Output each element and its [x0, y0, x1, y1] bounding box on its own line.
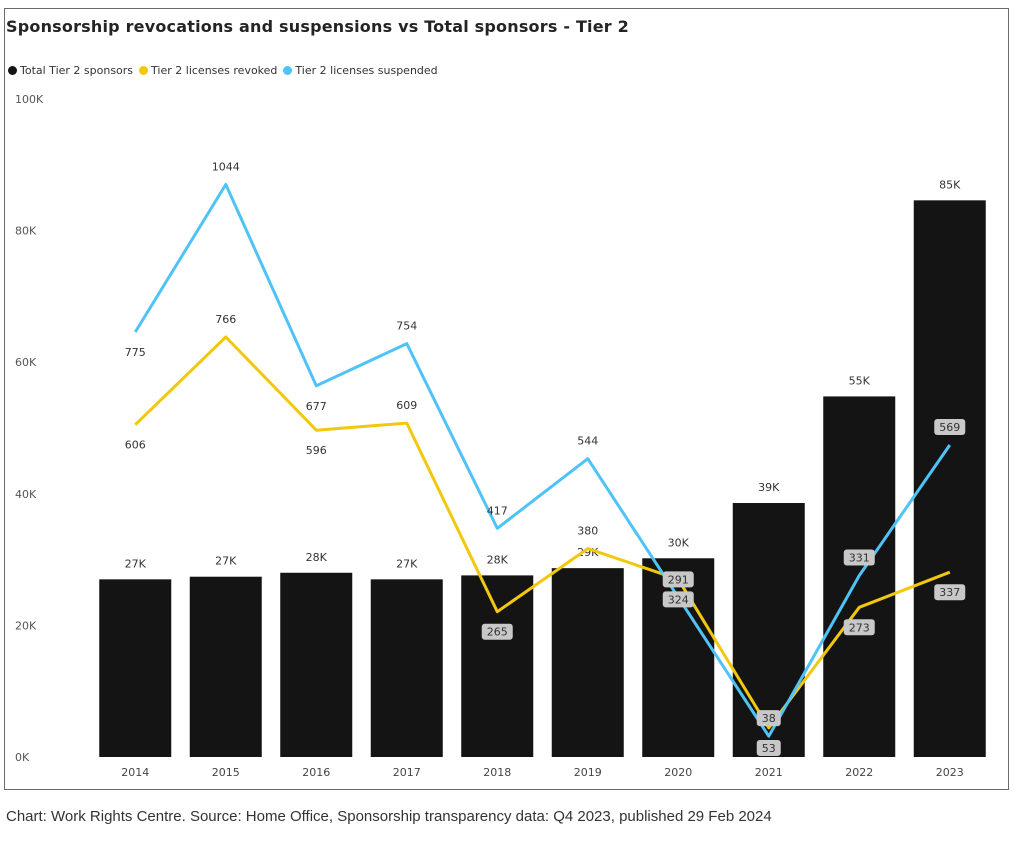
suspended-data-label: 291	[668, 573, 689, 586]
bar	[642, 558, 715, 757]
bar	[280, 572, 353, 757]
chart-title: Sponsorship revocations and suspensions …	[6, 17, 629, 36]
suspended-data-label: 331	[849, 552, 870, 565]
revoked-data-label: 273	[849, 621, 870, 634]
revoked-data-label-box	[843, 619, 875, 636]
bar-data-label: 27K	[215, 555, 237, 568]
x-tick-label: 2020	[664, 766, 692, 779]
bar	[913, 200, 986, 757]
revoked-data-label-box	[756, 739, 781, 756]
bar-data-label: 85K	[939, 178, 961, 191]
x-tick-label: 2023	[936, 766, 964, 779]
legend-marker-revoked	[139, 65, 149, 75]
bar-data-label: 28K	[306, 551, 328, 564]
bar-data-label: 39K	[758, 481, 780, 494]
legend-label-suspended: Tier 2 licenses suspended	[295, 63, 438, 77]
suspended-data-label: 677	[306, 400, 327, 413]
y-tick-label: 40K	[15, 488, 37, 501]
x-tick-label: 2015	[212, 766, 240, 779]
revoked-data-label: 606	[125, 439, 146, 452]
revoked-data-label: 324	[668, 593, 689, 606]
bar-data-label: 27K	[396, 557, 418, 570]
suspended-data-label: 775	[125, 346, 146, 359]
suspended-data-label: 38	[762, 712, 776, 725]
legend-marker-total-sponsors	[8, 65, 17, 75]
legend-label-revoked: Tier 2 licenses revoked	[151, 63, 278, 77]
suspended-data-label-box	[662, 571, 694, 588]
y-tick-label: 20K	[15, 619, 37, 632]
revoked-data-label: 265	[487, 626, 508, 639]
y-tick-label: 0K	[15, 751, 30, 764]
bar-data-label: 27K	[125, 557, 147, 570]
suspended-data-label: 417	[487, 504, 508, 517]
revoked-data-label-box	[662, 591, 694, 608]
revoked-line	[134, 335, 951, 730]
bar-data-label: 30K	[668, 536, 690, 549]
chart-legend: Total Tier 2 sponsors Tier 2 licenses re…	[8, 62, 444, 78]
x-tick-label: 2016	[302, 766, 330, 779]
revoked-data-label-box	[481, 623, 513, 640]
chart-plot: 0K 20K 40K 60K 80K 100K 2014 2015 2016 2017 2018 20…	[15, 93, 986, 779]
bar	[551, 568, 624, 757]
revoked-data-label: 380	[577, 525, 598, 538]
revoked-data-label: 596	[306, 444, 327, 457]
suspended-data-label-box	[934, 418, 966, 435]
legend-item-revoked[interactable]: Tier 2 licenses revoked	[139, 64, 277, 77]
bar	[461, 575, 534, 757]
suspended-data-label: 1044	[212, 161, 240, 174]
legend-item-total-sponsors[interactable]: Total Tier 2 sponsors	[8, 64, 133, 77]
suspended-data-label-box	[843, 549, 875, 566]
x-tick-label: 2017	[393, 766, 421, 779]
revoked-data-label: 766	[215, 313, 236, 326]
bar-data-label: 28K	[487, 553, 509, 566]
revoked-data-label-box	[934, 584, 966, 601]
revoked-data-label: 337	[939, 586, 960, 599]
x-tick-label: 2018	[483, 766, 511, 779]
suspended-data-label: 754	[396, 320, 417, 333]
x-tick-label: 2022	[845, 766, 873, 779]
bar	[189, 576, 262, 757]
x-tick-label: 2014	[121, 766, 149, 779]
suspended-data-label-box	[756, 710, 781, 727]
legend-item-suspended[interactable]: Tier 2 licenses suspended	[283, 63, 438, 77]
suspended-data-label: 544	[577, 435, 598, 448]
revoked-data-label: 53	[762, 742, 776, 755]
x-tick-label: 2019	[574, 766, 602, 779]
bar	[99, 579, 172, 757]
revoked-data-label: 609	[396, 399, 417, 412]
legend-label-total-sponsors: Total Tier 2 sponsors	[20, 63, 134, 77]
bar-data-label: 55K	[849, 374, 871, 387]
legend-marker-suspended	[283, 65, 293, 75]
y-tick-label: 100K	[15, 93, 44, 106]
x-tick-label: 2021	[755, 766, 783, 779]
y-tick-label: 60K	[15, 356, 37, 369]
bar	[370, 579, 443, 757]
y-tick-label: 80K	[15, 225, 37, 238]
suspended-line	[134, 183, 952, 738]
suspended-data-label: 569	[939, 421, 960, 434]
chart-caption: Chart: Work Rights Centre. Source: Home …	[6, 808, 772, 825]
